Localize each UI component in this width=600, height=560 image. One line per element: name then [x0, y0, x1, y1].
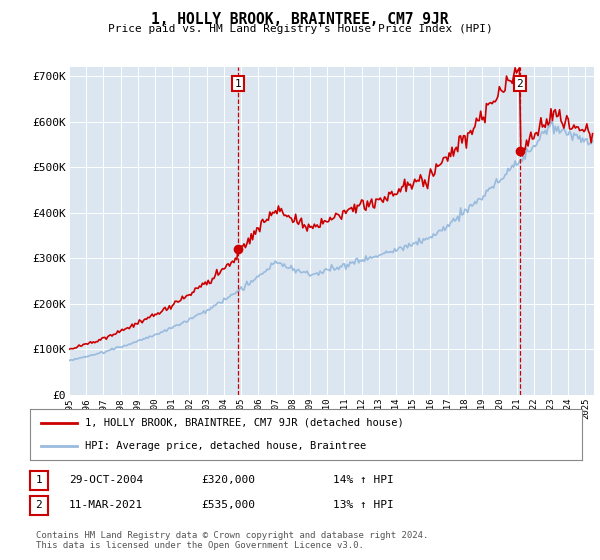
- Text: 11-MAR-2021: 11-MAR-2021: [69, 500, 143, 510]
- Text: Contains HM Land Registry data © Crown copyright and database right 2024.
This d: Contains HM Land Registry data © Crown c…: [36, 531, 428, 550]
- Text: 14% ↑ HPI: 14% ↑ HPI: [333, 475, 394, 486]
- Text: HPI: Average price, detached house, Braintree: HPI: Average price, detached house, Brai…: [85, 441, 367, 451]
- Text: 13% ↑ HPI: 13% ↑ HPI: [333, 500, 394, 510]
- Text: £535,000: £535,000: [201, 500, 255, 510]
- Text: 2: 2: [517, 78, 523, 88]
- Text: 29-OCT-2004: 29-OCT-2004: [69, 475, 143, 486]
- Text: 2: 2: [35, 500, 43, 510]
- Text: 1, HOLLY BROOK, BRAINTREE, CM7 9JR (detached house): 1, HOLLY BROOK, BRAINTREE, CM7 9JR (deta…: [85, 418, 404, 428]
- Text: Price paid vs. HM Land Registry's House Price Index (HPI): Price paid vs. HM Land Registry's House …: [107, 24, 493, 34]
- Text: £320,000: £320,000: [201, 475, 255, 486]
- Text: 1: 1: [235, 78, 242, 88]
- Text: 1: 1: [35, 475, 43, 486]
- Text: 1, HOLLY BROOK, BRAINTREE, CM7 9JR: 1, HOLLY BROOK, BRAINTREE, CM7 9JR: [151, 12, 449, 27]
